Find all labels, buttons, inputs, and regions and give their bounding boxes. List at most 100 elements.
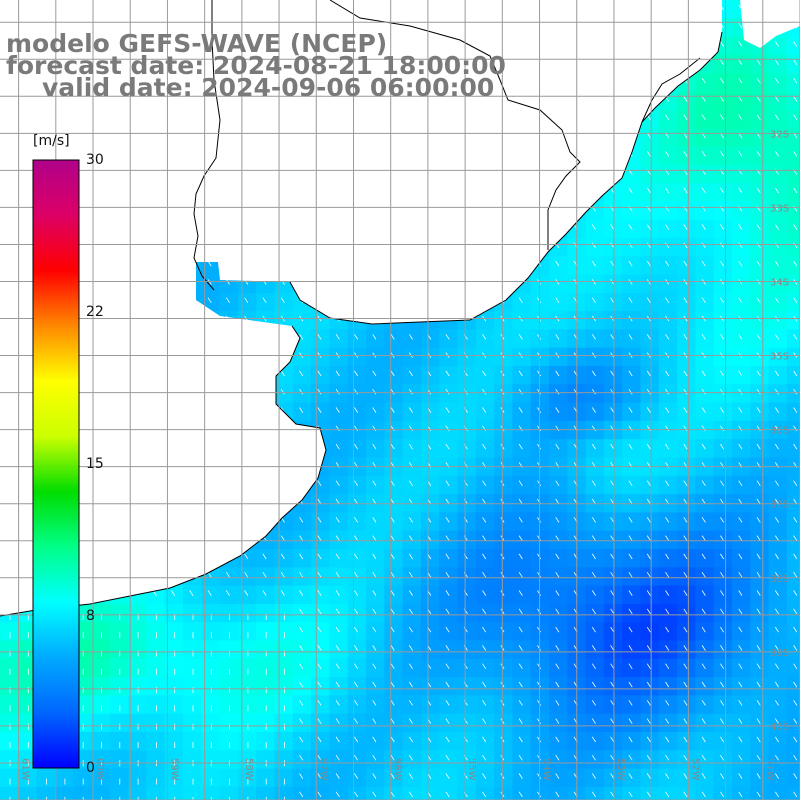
wind-arrow xyxy=(555,681,560,688)
wind-arrow xyxy=(683,407,688,413)
wind-arrow xyxy=(372,334,377,340)
wind-arrow xyxy=(591,242,596,249)
wind-arrow xyxy=(774,553,779,560)
wind-arrow xyxy=(683,553,688,560)
wind-arrow xyxy=(665,590,670,596)
wind-arrow xyxy=(408,443,413,450)
wind-arrow xyxy=(390,645,395,651)
wind-arrow xyxy=(738,114,743,121)
wind-arrow xyxy=(701,517,706,523)
wind-arrow xyxy=(390,700,395,706)
wind-arrow xyxy=(628,754,633,761)
wind-arrow xyxy=(280,553,285,560)
wind-arrow xyxy=(482,535,487,541)
wind-arrow xyxy=(445,645,450,651)
wind-arrow xyxy=(280,370,285,377)
wind-arrow xyxy=(793,41,798,47)
wind-arrow xyxy=(701,96,706,102)
wind-arrow xyxy=(591,791,596,798)
wind-arrow xyxy=(683,151,688,157)
wind-arrow xyxy=(591,370,596,377)
wind-arrow xyxy=(335,590,340,596)
wind-arrow xyxy=(683,224,688,230)
lon-label: 52W xyxy=(689,758,700,781)
wind-arrow xyxy=(518,754,523,761)
wind-arrow xyxy=(738,700,743,706)
wind-arrow xyxy=(701,663,706,670)
wind-arrow xyxy=(628,700,633,706)
forecast-date: forecast date: 2024-08-21 18:00:00 xyxy=(6,51,506,80)
wind-arrow xyxy=(701,791,706,798)
wind-arrow xyxy=(774,590,779,596)
wind-arrow xyxy=(408,480,413,487)
wind-arrow xyxy=(354,388,359,395)
wind-arrow xyxy=(683,571,688,578)
wind-arrow xyxy=(720,114,725,121)
wind-arrow xyxy=(756,443,761,450)
wind-arrow xyxy=(774,151,779,157)
wind-arrow xyxy=(720,645,725,651)
wind-arrow xyxy=(628,517,633,523)
wind-arrow xyxy=(555,443,560,450)
wind-arrow xyxy=(610,480,615,487)
wind-arrow xyxy=(390,517,395,523)
wind-arrow xyxy=(591,700,596,706)
wind-arrow xyxy=(738,407,743,413)
wind-arrow xyxy=(701,736,706,743)
wind-arrow xyxy=(610,571,615,578)
wind-arrow xyxy=(390,334,395,340)
wind-arrow xyxy=(683,388,688,395)
wind-arrow xyxy=(354,773,359,779)
wind-arrow xyxy=(335,407,340,413)
wind-arrow xyxy=(299,718,304,724)
wind-arrow xyxy=(482,681,487,688)
lat-label: 39S xyxy=(770,648,789,659)
wind-arrow xyxy=(665,187,670,194)
wind-arrow xyxy=(665,151,670,157)
wind-arrow xyxy=(756,260,761,267)
wind-arrow xyxy=(756,736,761,743)
wind-arrow xyxy=(720,517,725,523)
lat-label: 32S xyxy=(770,129,789,140)
wind-arrow xyxy=(482,517,487,523)
wind-arrow xyxy=(610,187,615,194)
wind-arrow xyxy=(756,663,761,670)
wind-arrow xyxy=(793,370,798,377)
wind-arrow xyxy=(591,736,596,743)
wind-arrow xyxy=(354,370,359,377)
wind-arrow xyxy=(756,645,761,651)
wind-arrow xyxy=(738,480,743,487)
wind-arrow xyxy=(774,571,779,578)
colorbar-tick-15: 15 xyxy=(86,456,104,472)
wind-arrow xyxy=(738,571,743,578)
wind-arrow xyxy=(628,608,633,615)
colorbar xyxy=(32,159,80,769)
wind-arrow xyxy=(610,791,615,798)
wind-arrow xyxy=(756,553,761,560)
wind-arrow xyxy=(317,791,322,798)
wind-arrow xyxy=(628,388,633,395)
wind-arrow xyxy=(665,370,670,377)
wind-arrow xyxy=(774,626,779,633)
wind-arrow xyxy=(335,480,340,487)
wind-arrow xyxy=(335,388,340,395)
wind-arrow xyxy=(317,553,322,560)
lagoon-mirim xyxy=(641,57,701,123)
wind-arrow xyxy=(665,700,670,706)
wind-arrow xyxy=(683,334,688,340)
wind-arrow xyxy=(628,443,633,450)
wind-arrow xyxy=(445,535,450,541)
land-mask xyxy=(0,0,723,617)
wind-arrow xyxy=(665,388,670,395)
wind-arrow xyxy=(280,571,285,578)
wind-arrow xyxy=(738,370,743,377)
wind-arrow xyxy=(665,480,670,487)
wind-arrow xyxy=(793,224,798,230)
wind-arrow xyxy=(317,645,322,651)
wind-arrow xyxy=(591,718,596,724)
wind-arrow xyxy=(720,187,725,194)
wind-arrow xyxy=(701,571,706,578)
lon-label: 54W xyxy=(541,758,552,781)
wind-arrow xyxy=(445,370,450,377)
wind-arrow xyxy=(646,187,651,194)
